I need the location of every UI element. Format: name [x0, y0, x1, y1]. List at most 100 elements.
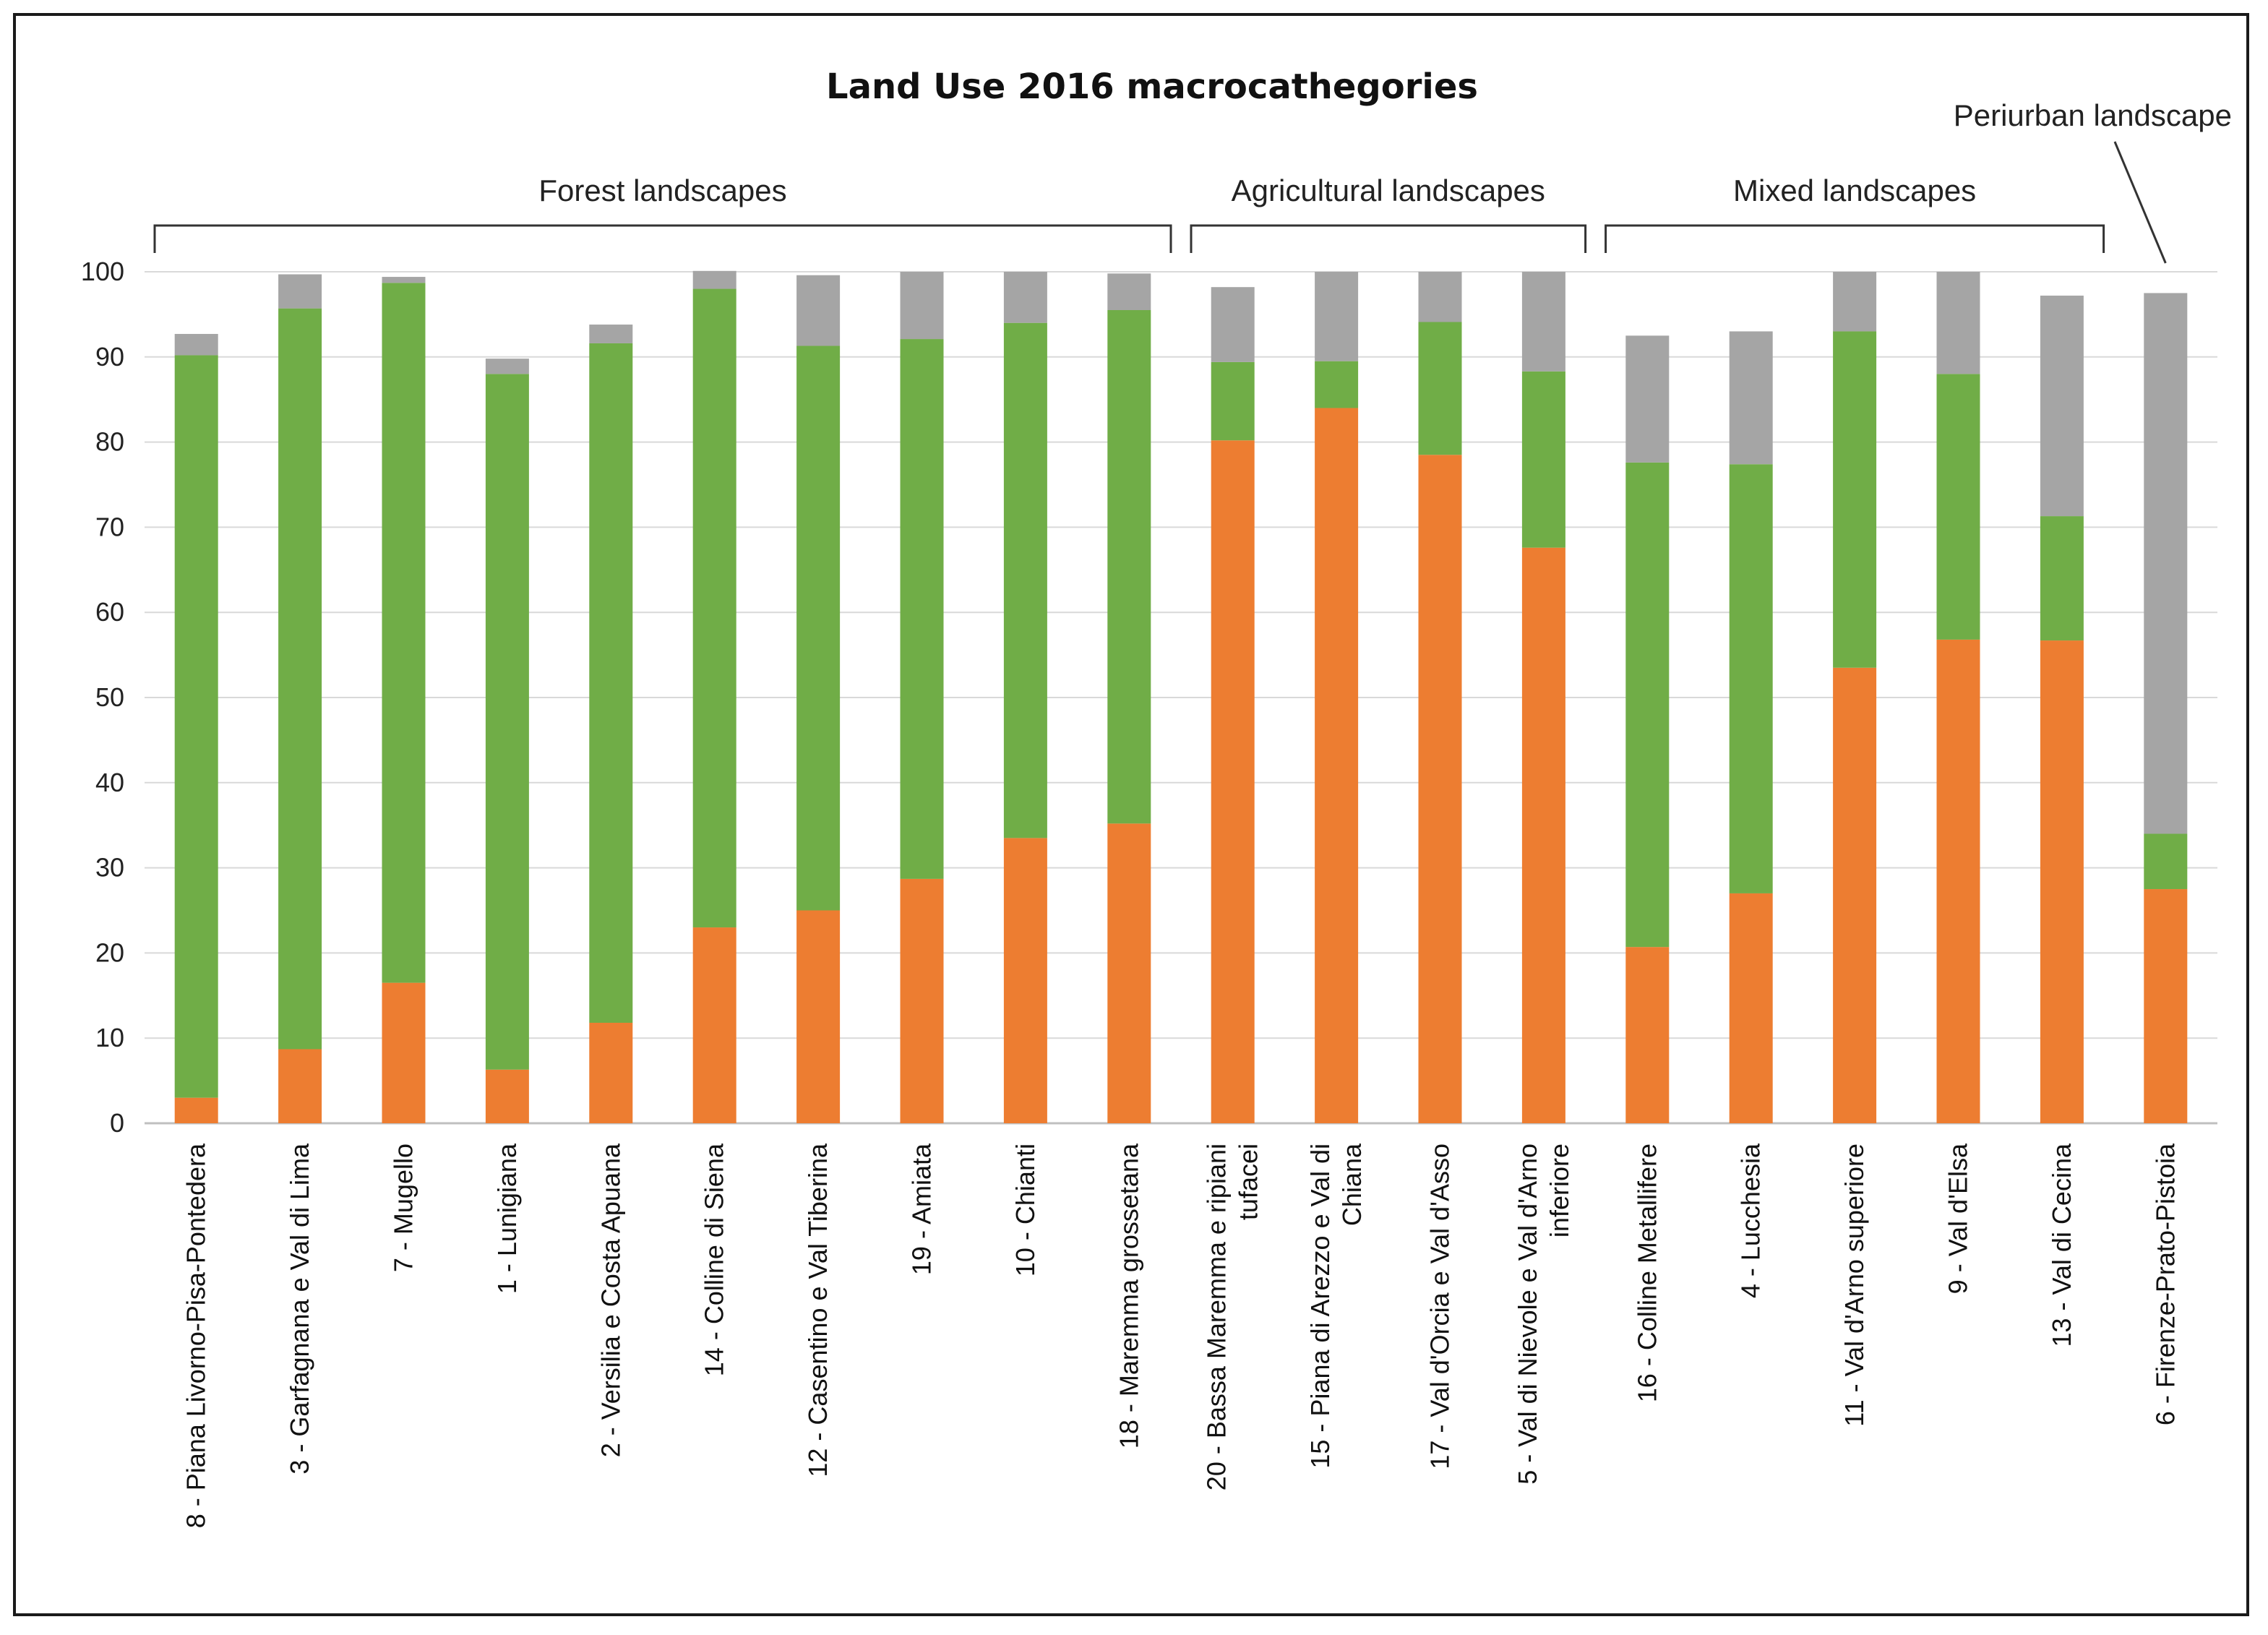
y-axis: 0 10 20 30 40 50 60 70 80 90 100 [81, 257, 124, 1138]
bar-segment-urban-other [1521, 272, 1565, 372]
group-label: Forest landscapes [538, 173, 786, 207]
bar-segment-urban-other [485, 359, 529, 374]
group-bracket [1605, 224, 2105, 253]
x-tick-label: 2 - Versilia e Costa Apuana [596, 1143, 625, 1457]
bar-segment-forest [174, 355, 218, 1098]
gridlines [145, 271, 2217, 1125]
x-tick-label: inferiore [1545, 1143, 1574, 1237]
x-tick-label: 15 - Piana di Arezzo e Val di [1305, 1143, 1335, 1469]
bar-segment-urban-other [1315, 272, 1359, 361]
group-bracket [153, 224, 1172, 253]
bar-segment-urban-other [174, 333, 218, 356]
bar-segment-forest [278, 308, 322, 1050]
bar-segment-urban-other [1418, 272, 1462, 322]
y-tick-label: 60 [95, 597, 124, 627]
landscape-groups: Forest landscapes Agricultural landscapes… [153, 98, 2232, 264]
x-tick-label: 3 - Garfagnana e Val di Lima [285, 1143, 314, 1475]
y-tick-label: 20 [95, 937, 124, 967]
bar-segment-urban-other [1833, 272, 1877, 332]
bar-segment-agricultural [692, 927, 736, 1123]
bar-segment-urban-other [2144, 293, 2188, 834]
bar-segment-forest [1418, 322, 1462, 455]
bar-segment-forest [1521, 371, 1565, 548]
bar-segment-forest [1211, 361, 1255, 441]
bar-segment-agricultural [1936, 639, 1980, 1123]
bar-segment-urban-other [278, 274, 322, 309]
bar-segment-forest [900, 339, 944, 879]
x-tick-label: 11 - Val d'Arno superiore [1839, 1143, 1869, 1427]
group-label: Periurban landscape [1954, 98, 2232, 132]
bar-segment-agricultural [1107, 823, 1151, 1123]
x-tick-label: Chiana [1337, 1143, 1367, 1226]
y-tick-label: 50 [95, 682, 124, 712]
x-tick-label: 8 - Piana Livorno-Pisa-Pontedera [181, 1143, 211, 1528]
x-tick-label: 7 - Mugello [389, 1143, 418, 1272]
bar-segment-urban-other [1625, 335, 1670, 463]
x-tick-label: 14 - Colline di Siena [700, 1143, 729, 1376]
bar-segment-agricultural [278, 1049, 322, 1123]
bars [174, 270, 2188, 1123]
x-tick-label: 20 - Bassa Maremma e ripiani [1202, 1143, 1232, 1490]
group-bracket [1190, 224, 1587, 253]
y-tick-label: 40 [95, 768, 124, 797]
chart-title: Land Use 2016 macrocathegories [826, 66, 1478, 107]
group-pointer-line [2113, 141, 2167, 264]
bar-segment-agricultural [2040, 640, 2084, 1123]
bar-segment-urban-other [796, 275, 841, 346]
bar-segment-forest [382, 283, 426, 983]
x-tick-label: 1 - Lunigiana [492, 1143, 522, 1294]
bar-segment-agricultural [900, 878, 944, 1123]
x-tick-label: 10 - Chianti [1010, 1143, 1040, 1276]
bar-segment-agricultural [1625, 947, 1670, 1123]
group-label: Agricultural landscapes [1232, 173, 1545, 207]
bar-segment-forest [589, 343, 633, 1023]
y-tick-label: 0 [110, 1108, 124, 1138]
bar-segment-agricultural [174, 1097, 218, 1123]
bar-segment-forest [2144, 833, 2188, 890]
bar-segment-agricultural [1003, 838, 1047, 1123]
bar-segment-forest [1107, 310, 1151, 824]
x-tick-label: 19 - Amiata [907, 1143, 937, 1275]
y-tick-label: 10 [95, 1023, 124, 1052]
bar-segment-urban-other [1107, 273, 1151, 311]
bar-segment-forest [1003, 322, 1047, 838]
bar-segment-forest [485, 374, 529, 1070]
bar-segment-urban-other [900, 272, 944, 340]
x-tick-label: 13 - Val di Cecina [2047, 1143, 2076, 1347]
bar-segment-agricultural [1315, 408, 1359, 1123]
bar-segment-urban-other [1729, 331, 1773, 465]
bar-segment-forest [796, 346, 841, 911]
x-tick-label: tufacei [1234, 1143, 1263, 1220]
x-tick-label: 9 - Val d'Elsa [1943, 1143, 1973, 1294]
bar-segment-agricultural [382, 982, 426, 1123]
group-label: Mixed landscapes [1733, 173, 1976, 207]
bar-segment-forest [692, 288, 736, 928]
y-tick-label: 100 [81, 257, 124, 286]
bar-segment-agricultural [1833, 667, 1877, 1123]
bar-segment-urban-other [1936, 272, 1980, 374]
x-tick-label: 4 - Lucchesia [1736, 1143, 1766, 1298]
y-tick-label: 90 [95, 342, 124, 372]
bar-segment-forest [2040, 516, 2084, 641]
bar-segment-urban-other [2040, 295, 2084, 517]
bar-segment-agricultural [1521, 547, 1565, 1123]
x-tick-label: 12 - Casentino e Val Tiberina [803, 1143, 833, 1477]
bar-segment-urban-other [1003, 272, 1047, 323]
bar-segment-agricultural [1418, 455, 1462, 1123]
bar-segment-forest [1936, 374, 1980, 640]
bar-segment-urban-other [382, 277, 426, 283]
bar-segment-forest [1315, 361, 1359, 408]
y-tick-label: 70 [95, 512, 124, 541]
x-axis: 8 - Piana Livorno-Pisa-Pontedera 3 - Garf… [181, 1143, 2181, 1528]
bar-segment-agricultural [1211, 440, 1255, 1123]
bar-segment-urban-other [1211, 287, 1255, 362]
bar-segment-agricultural [2144, 889, 2188, 1123]
bar-segment-agricultural [1729, 893, 1773, 1123]
x-tick-label: 5 - Val di Nievole e Val d'Arno [1513, 1143, 1542, 1485]
x-tick-label: 18 - Maremma grossetana [1114, 1143, 1143, 1449]
bar-segment-forest [1625, 462, 1670, 948]
bar-segment-forest [1833, 331, 1877, 668]
bar-segment-urban-other [589, 325, 633, 343]
bar-segment-agricultural [485, 1069, 529, 1123]
